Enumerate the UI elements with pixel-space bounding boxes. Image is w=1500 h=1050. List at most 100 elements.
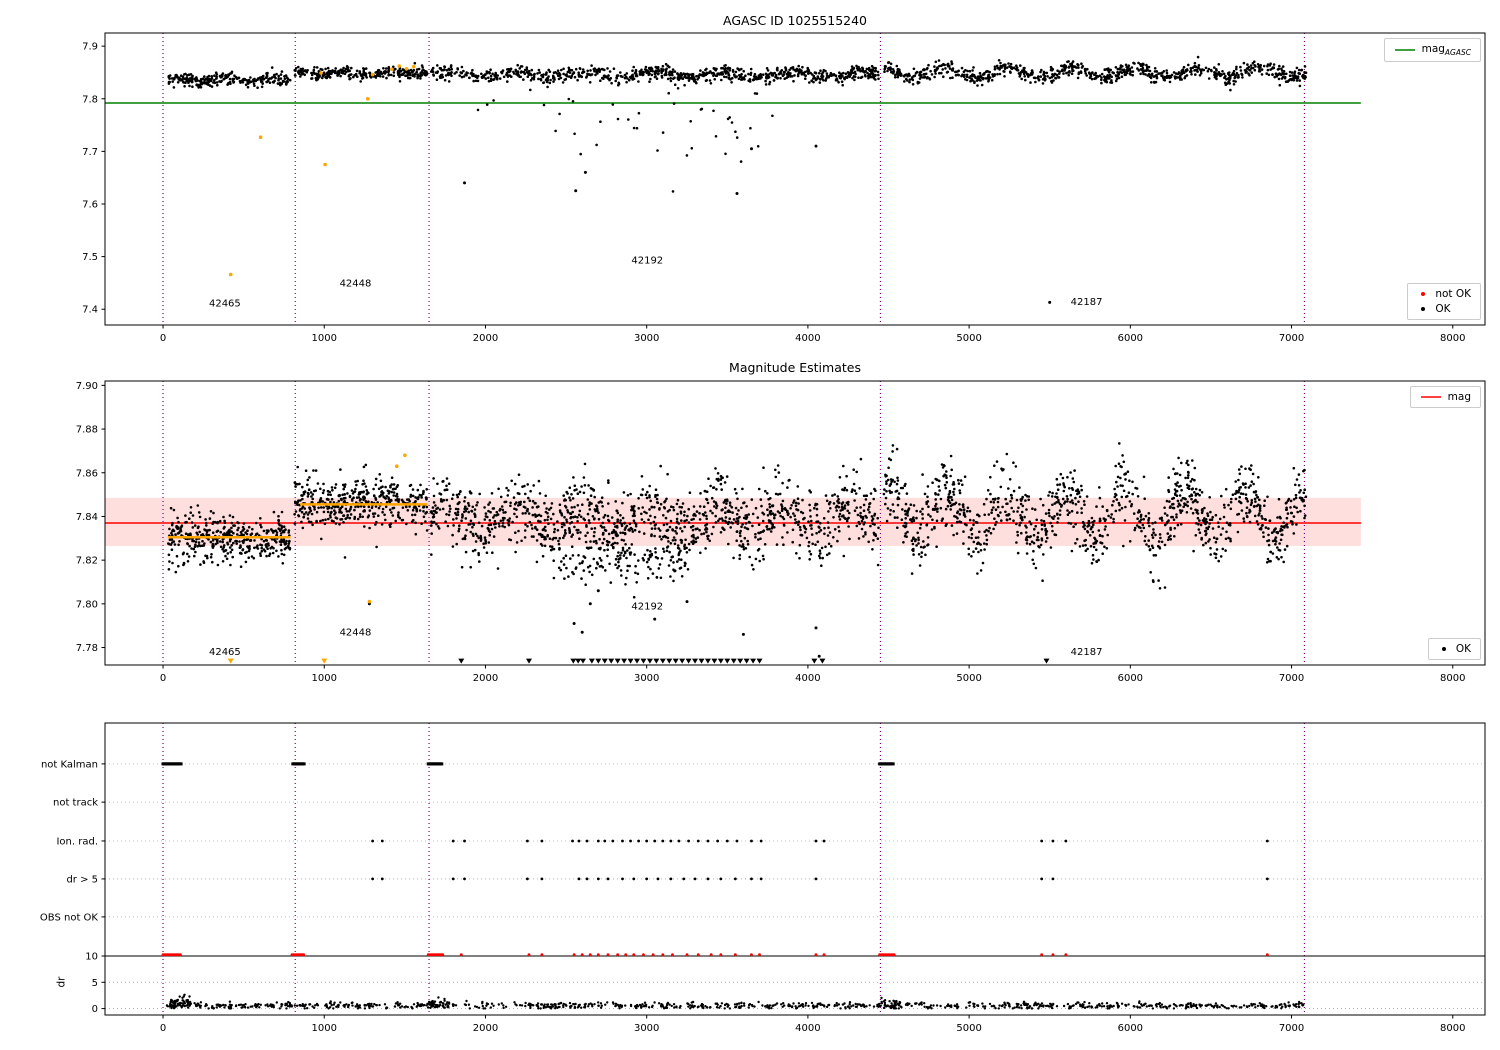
legend-dot-sample	[1441, 647, 1446, 651]
y-tick-label: 7.80	[76, 599, 98, 610]
obsid-annotation: 42192	[631, 255, 663, 266]
mag-agasc-line-icon	[1394, 49, 1415, 51]
obsid-annotation: 42187	[1071, 647, 1103, 658]
x-tick-label: 2000	[473, 673, 498, 684]
clipped-low-marker	[570, 658, 577, 664]
clipped-low-marker	[672, 658, 679, 664]
y-tick-label: 7.9	[82, 42, 98, 53]
legend-label: not OK	[1435, 288, 1471, 300]
x-tick-label: 6000	[1118, 673, 1143, 684]
clipped-low-marker	[717, 658, 724, 664]
y-tick-label: 7.86	[76, 468, 98, 479]
clipped-low-marker	[666, 658, 673, 664]
clipped-low-marker	[1043, 658, 1050, 664]
clipped-low-marker	[692, 658, 699, 664]
axes-frame	[104, 380, 1486, 666]
legend-entry-mag-agasc: magAGASC	[1394, 43, 1471, 57]
y-tick-label: 7.5	[82, 252, 98, 263]
dr-axis-label: dr	[55, 976, 68, 988]
x-tick-label: 5000	[956, 673, 981, 684]
x-tick-label: 8000	[1440, 1023, 1465, 1034]
plot2-title: Magnitude Estimates	[729, 360, 861, 375]
clipped-low-flagged-marker	[227, 658, 234, 664]
clipped-low-marker	[621, 658, 628, 664]
x-tick-label: 3000	[634, 333, 659, 344]
x-tick-label: 2000	[473, 333, 498, 344]
obsid-annotation: 42448	[340, 279, 372, 290]
clipped-low-marker	[679, 658, 686, 664]
clipped-low-marker	[704, 658, 711, 664]
legend-dot-sample	[1421, 292, 1426, 296]
clipped-low-marker	[525, 658, 532, 664]
plot2-legend-top: mag	[1409, 386, 1481, 408]
x-tick-label: 0	[160, 1023, 166, 1034]
clipped-low-marker	[575, 658, 582, 664]
mag-estimates-plot: 0 1000 2000 3000 4000 5000 6000 7000 8000 7.78 7.8…	[76, 380, 1486, 684]
ok-dot-icon	[1441, 647, 1446, 651]
x-tick-label: 8000	[1440, 333, 1465, 344]
clipped-low-marker	[659, 658, 666, 664]
obsid-annotation: 42465	[209, 647, 241, 658]
clipped-low-marker	[627, 658, 634, 664]
x-tick-label: 1000	[312, 673, 337, 684]
x-tick-label: 4000	[795, 1023, 820, 1034]
clipped-low-marker	[730, 658, 737, 664]
legend-label-text: mag	[1421, 43, 1445, 55]
legend-dot-sample	[1421, 307, 1426, 311]
clipped-low-marker	[743, 658, 750, 664]
dr-points	[165, 993, 1305, 1010]
dr-tick-label: 10	[85, 952, 98, 963]
obsid-annotation: 42187	[1071, 297, 1103, 308]
clipped-low-marker	[724, 658, 731, 664]
clipped-low-marker	[588, 658, 595, 664]
ok-points	[167, 442, 1308, 658]
clipped-low-marker	[750, 658, 757, 664]
clipped-low-marker	[601, 658, 608, 664]
not-ok-dot-icon	[1421, 292, 1426, 296]
legend-entry-ok: OK	[1438, 643, 1471, 655]
legend-entry-mag: mag	[1420, 391, 1471, 403]
x-tick-label: 0	[160, 333, 166, 344]
category-label: not track	[53, 798, 98, 809]
flags-plot: 0 1000 2000 3000 4000 5000 6000 7000 8000 not Kal…	[40, 722, 1486, 1034]
clipped-low-marker	[737, 658, 744, 664]
x-tick-label: 6000	[1118, 1023, 1143, 1034]
x-tick-label: 3000	[634, 1023, 659, 1034]
clipped-low-marker	[646, 658, 653, 664]
axes-frame	[104, 32, 1486, 326]
y-tick-label: 7.78	[76, 643, 98, 654]
x-tick-label: 6000	[1118, 333, 1143, 344]
y-tick-label: 7.90	[76, 381, 98, 392]
x-tick-label: 1000	[312, 333, 337, 344]
agasc-mag-plot: 0 1000 2000 3000 4000 5000 6000 7000 8000 7.4 7.5 7…	[82, 32, 1486, 344]
x-tick-label: 1000	[312, 1023, 337, 1034]
clipped-low-marker	[580, 658, 587, 664]
ok-dot-icon	[1421, 307, 1426, 311]
clipped-low-marker	[608, 658, 615, 664]
flagged-points	[367, 453, 407, 604]
flagged-points	[228, 64, 416, 277]
clipped-low-marker	[634, 658, 641, 664]
category-label: dr > 5	[66, 874, 98, 885]
ion-rad-marks	[371, 839, 1269, 843]
plot2-legend-bottom: OK	[1427, 638, 1481, 660]
plot1-title: AGASC ID 1025515240	[722, 13, 868, 28]
clipped-low-marker	[614, 658, 621, 664]
x-tick-label: 4000	[795, 333, 820, 344]
y-tick-label: 7.8	[82, 94, 98, 105]
x-tick-label: 7000	[1279, 673, 1304, 684]
category-label: not Kalman	[41, 759, 98, 770]
dr-tick-label: 5	[92, 978, 98, 989]
plot1-legend-top: magAGASC	[1383, 38, 1481, 63]
clipped-low-marker	[698, 658, 705, 664]
legend-label: OK	[1455, 643, 1471, 655]
y-tick-label: 7.88	[76, 425, 98, 436]
x-tick-label: 5000	[956, 333, 981, 344]
dr-gt5-marks	[371, 877, 1269, 881]
clipped-low-marker	[756, 658, 763, 664]
x-tick-label: 3000	[634, 673, 659, 684]
legend-entry-not-ok: not OK	[1417, 288, 1471, 300]
category-label: Ion. rad.	[56, 836, 98, 847]
